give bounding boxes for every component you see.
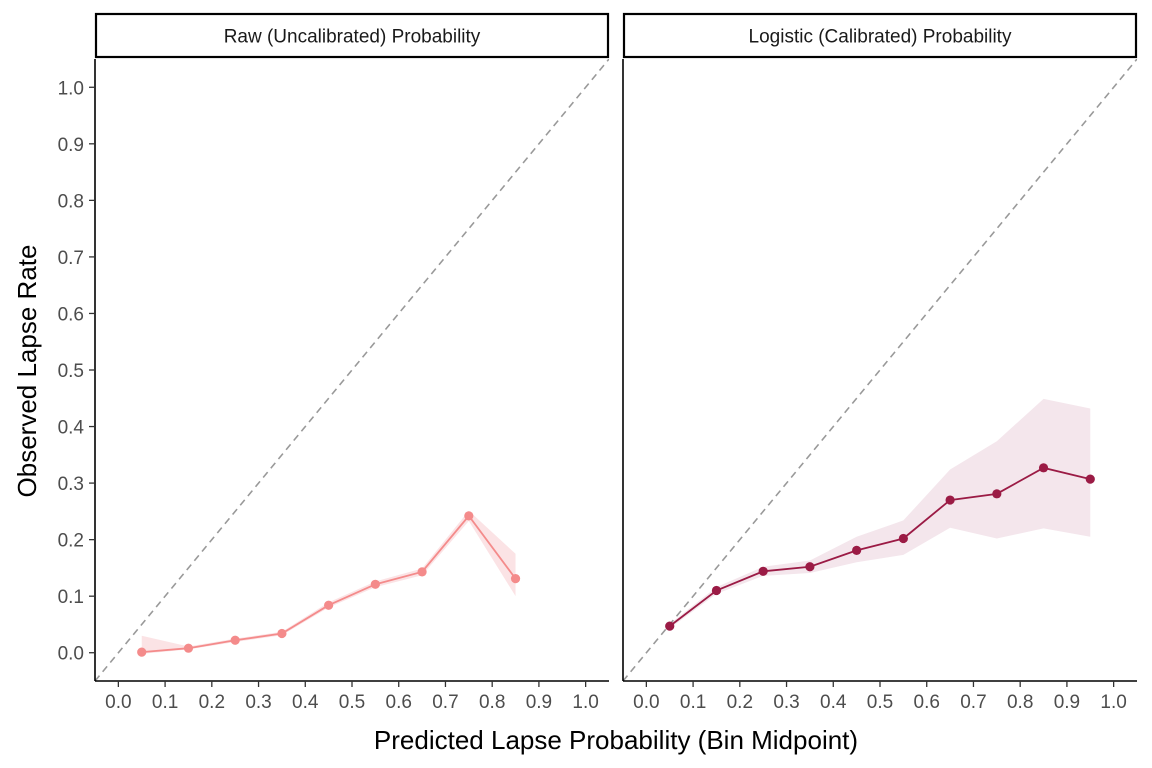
data-point bbox=[758, 566, 768, 576]
x-tick-label: 0.1 bbox=[152, 692, 178, 713]
y-tick-label: 0.5 bbox=[58, 361, 84, 382]
strip-label: Raw (Uncalibrated) Probability bbox=[224, 27, 481, 48]
data-point bbox=[370, 579, 380, 589]
x-tick-label: 1.0 bbox=[572, 692, 598, 713]
reference-diagonal bbox=[623, 59, 1137, 681]
data-point bbox=[665, 621, 675, 631]
data-point bbox=[324, 600, 334, 610]
y-tick-label: 1.0 bbox=[58, 78, 84, 99]
data-point bbox=[945, 495, 955, 505]
data-point bbox=[711, 585, 722, 596]
x-tick-label: 1.0 bbox=[1100, 692, 1126, 713]
x-tick-label: 0.7 bbox=[432, 692, 458, 713]
x-tick-label: 0.5 bbox=[867, 692, 893, 713]
x-tick-label: 0.1 bbox=[680, 692, 706, 713]
y-tick-label: 0.6 bbox=[58, 304, 84, 325]
data-point bbox=[183, 643, 194, 653]
series-line bbox=[669, 466, 1091, 627]
panel-2: Logistic (Calibrated) Probability 0.0 0.1 0… bbox=[622, 12, 1138, 713]
x-tick-label: 0.5 bbox=[339, 692, 365, 713]
data-point bbox=[992, 489, 1002, 499]
x-tick-label: 0.9 bbox=[526, 692, 552, 713]
x-tick-label: 0.7 bbox=[960, 692, 986, 713]
y-tick-label: 0.1 bbox=[58, 587, 84, 608]
data-point bbox=[417, 567, 427, 577]
y-tick-label: 0.7 bbox=[58, 248, 84, 269]
data-point bbox=[805, 562, 815, 572]
x-tick-label: 0.2 bbox=[727, 692, 753, 713]
data-point bbox=[277, 628, 287, 639]
x-tick-label: 0.3 bbox=[245, 692, 271, 713]
y-axis-title: Observed Lapse Rate bbox=[12, 245, 42, 498]
x-tick-label: 0.6 bbox=[914, 692, 940, 713]
x-tick-label: 0.8 bbox=[479, 692, 505, 713]
y-tick-label: 0.8 bbox=[58, 191, 84, 212]
y-tick-label: 0.4 bbox=[58, 418, 85, 439]
confidence-band bbox=[141, 510, 516, 654]
x-axis-title: Predicted Lapse Probability (Bin Midpoin… bbox=[374, 725, 858, 755]
data-point bbox=[1038, 463, 1049, 473]
x-tick-label: 0.8 bbox=[1007, 692, 1033, 713]
data-point bbox=[464, 511, 474, 521]
x-tick-label: 0.3 bbox=[773, 692, 799, 713]
strip-box bbox=[94, 12, 610, 59]
strip-box bbox=[622, 12, 1138, 59]
x-tick-label: 0.9 bbox=[1054, 692, 1080, 713]
y-tick-label: 0.3 bbox=[58, 474, 84, 495]
data-point bbox=[898, 533, 908, 544]
x-tick-label: 0.4 bbox=[292, 692, 319, 713]
data-point bbox=[1085, 474, 1095, 484]
data-point bbox=[137, 647, 147, 657]
data-point bbox=[852, 545, 862, 555]
data-point bbox=[510, 574, 521, 584]
y-tick-label: 0.0 bbox=[58, 644, 84, 665]
x-tick-label: 0.4 bbox=[820, 692, 847, 713]
data-point bbox=[230, 635, 240, 645]
strip-label: Logistic (Calibrated) Probability bbox=[749, 27, 1012, 48]
x-tick-label: 0.0 bbox=[105, 692, 131, 713]
panel-1: Raw (Uncalibrated) Probability 0.0 0.1 0.2 0… bbox=[58, 12, 610, 713]
y-tick-label: 0.9 bbox=[58, 135, 84, 156]
x-tick-label: 0.0 bbox=[633, 692, 659, 713]
y-tick-label: 0.2 bbox=[58, 531, 84, 552]
x-tick-label: 0.2 bbox=[199, 692, 225, 713]
reference-diagonal bbox=[95, 59, 609, 681]
x-tick-label: 0.6 bbox=[386, 692, 412, 713]
